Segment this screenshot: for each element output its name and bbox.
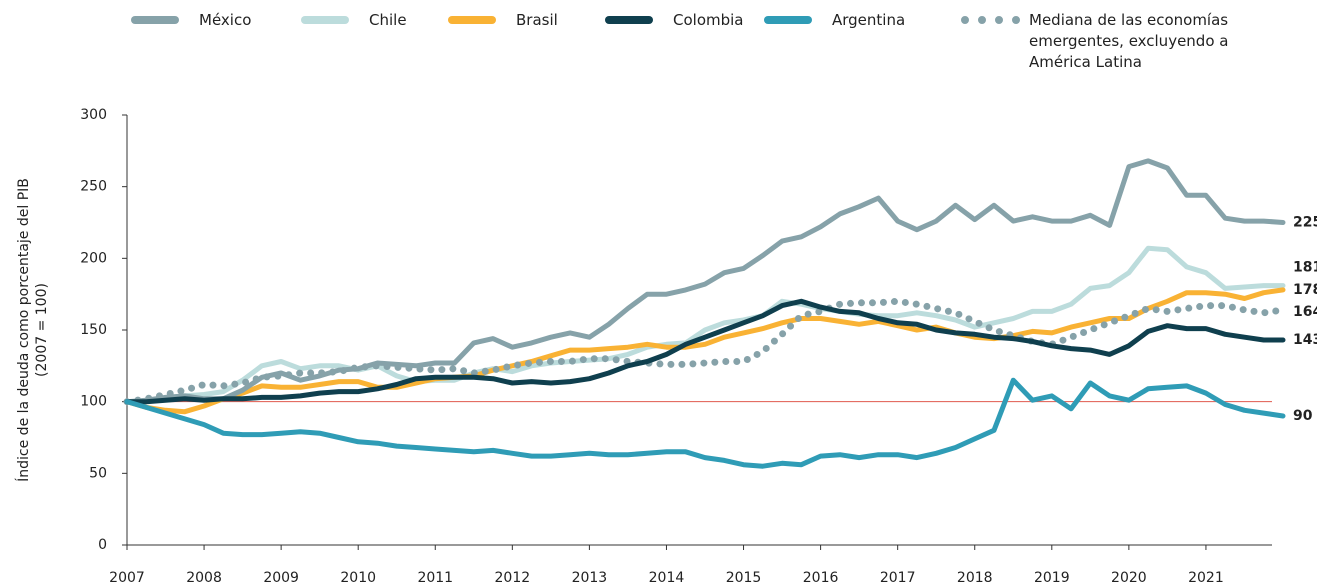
series-line — [124, 245, 1286, 405]
x-tick-label: 2019 — [1034, 570, 1070, 586]
y-axis-label-line: Índice de la deuda como porcentaje del P… — [15, 178, 32, 482]
y-tick-label: 0 — [98, 537, 107, 553]
legend-symbol — [301, 16, 349, 24]
series-line — [124, 287, 1286, 415]
legend-item: Chile — [300, 10, 407, 31]
x-tick-label: 2017 — [880, 570, 916, 586]
x-tick-label: 2008 — [186, 570, 222, 586]
legend-item: México — [130, 10, 251, 31]
end-value-label: 178 — [1293, 282, 1317, 298]
x-tick-label: 2007 — [109, 570, 145, 586]
legend-symbol — [448, 16, 496, 24]
x-tick-label: 2011 — [417, 570, 453, 586]
legend-item: Argentina — [763, 10, 905, 31]
end-value-label: 90 — [1293, 408, 1313, 424]
x-tick-label: 2012 — [495, 570, 531, 586]
legend-symbol — [605, 16, 653, 24]
y-tick-label: 300 — [80, 107, 107, 123]
series-line — [124, 298, 1286, 405]
legend-symbol — [131, 16, 179, 24]
legend-label: Colombia — [673, 11, 744, 29]
y-axis-label: Índice de la deuda como porcentaje del P… — [15, 178, 50, 482]
end-value-label: 164 — [1293, 304, 1317, 320]
x-tick-label: 2021 — [1188, 570, 1224, 586]
y-tick-label: 150 — [80, 322, 107, 338]
legend-item: Mediana de las economías emergentes, exc… — [960, 10, 1264, 73]
y-axis-label-line: (2007 = 100) — [34, 283, 50, 377]
y-tick-label: 200 — [80, 250, 107, 266]
legend-label: México — [199, 11, 252, 29]
x-tick-label: 2010 — [340, 570, 376, 586]
legend-label: Argentina — [832, 11, 906, 29]
x-tick-label: 2013 — [572, 570, 608, 586]
y-tick-label: 100 — [80, 394, 107, 410]
legend-label: Chile — [369, 11, 407, 29]
end-value-label: 143 — [1293, 332, 1317, 348]
y-tick-label: 250 — [80, 179, 107, 195]
end-value-label: 225 — [1293, 215, 1317, 231]
legend-item: Colombia — [604, 10, 744, 31]
legend-label: Brasil — [516, 11, 558, 29]
x-tick-label: 2015 — [726, 570, 762, 586]
series-line — [124, 377, 1286, 469]
x-tick-label: 2014 — [649, 570, 685, 586]
x-tick-label: 2009 — [263, 570, 299, 586]
legend-symbol — [764, 16, 812, 24]
legend-label: Mediana de las economías emergentes, exc… — [1029, 11, 1229, 71]
end-value-label: 181 — [1293, 260, 1317, 276]
legend-item: Brasil — [447, 10, 558, 31]
series-line — [124, 158, 1286, 405]
x-tick-label: 2016 — [803, 570, 839, 586]
x-tick-label: 2018 — [957, 570, 993, 586]
legend-symbol — [961, 16, 1020, 24]
x-tick-label: 2020 — [1111, 570, 1147, 586]
series-line — [123, 297, 1287, 406]
y-tick-label: 50 — [89, 465, 107, 481]
